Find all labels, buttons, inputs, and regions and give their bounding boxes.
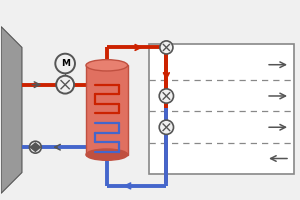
Circle shape <box>159 89 173 103</box>
Circle shape <box>160 41 173 54</box>
Ellipse shape <box>86 60 128 71</box>
Polygon shape <box>30 143 40 147</box>
Text: M: M <box>61 59 70 68</box>
Circle shape <box>55 54 75 73</box>
Polygon shape <box>1 27 22 193</box>
Ellipse shape <box>86 149 128 160</box>
Circle shape <box>29 141 41 153</box>
Circle shape <box>159 120 173 134</box>
FancyBboxPatch shape <box>148 44 294 174</box>
FancyBboxPatch shape <box>86 65 128 155</box>
Polygon shape <box>30 147 40 151</box>
Circle shape <box>56 76 74 94</box>
